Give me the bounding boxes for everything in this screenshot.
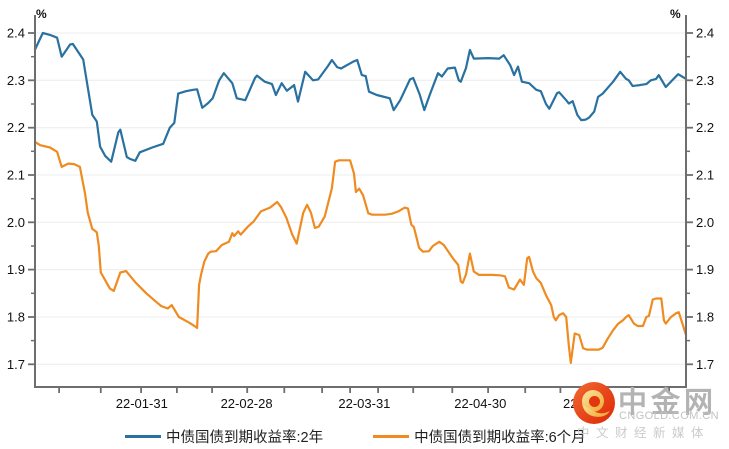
- y-axis-unit-left: %: [36, 7, 47, 21]
- y-tick-label-right: 1.9: [696, 262, 714, 277]
- y-tick-label-left: 2.3: [7, 73, 25, 88]
- y-tick-label-left: 1.8: [7, 309, 25, 324]
- x-tick-label: 22-01-31: [116, 396, 168, 411]
- y-axis-unit-right: %: [670, 7, 681, 21]
- y-tick-label-right: 2.2: [696, 120, 714, 135]
- watermark-tagline: 中文财经新媒体: [577, 426, 711, 440]
- cngold-watermark: 中金网 CNGOLD.COM.CN 中文财经新媒体: [570, 380, 729, 442]
- y-tick-label-left: 2.4: [7, 26, 25, 41]
- y-tick-label-left: 2.2: [7, 120, 25, 135]
- y-tick-label-left: 2.0: [7, 215, 25, 230]
- y-tick-label-right: 2.4: [696, 26, 714, 41]
- watermark-brand: 中金网: [618, 387, 718, 419]
- y-tick-label-left: 2.1: [7, 167, 25, 182]
- series-line-2y: [33, 31, 688, 163]
- x-tick-label: 22-04-30: [454, 396, 506, 411]
- legend-line-swatch-2y: [125, 435, 161, 438]
- y-tick-label-right: 1.7: [696, 357, 714, 372]
- legend-line-swatch-6m: [373, 435, 410, 438]
- y-tick-label-left: 1.9: [7, 262, 25, 277]
- y-tick-label-right: 2.0: [696, 215, 714, 230]
- x-tick-label: 22-03-31: [338, 396, 390, 411]
- legend-item-6m: 中债国债到期收益率:6个月: [373, 426, 586, 447]
- x-tick-label: 22-02-28: [221, 396, 273, 411]
- y-tick-label-right: 1.8: [696, 309, 714, 324]
- cngold-logo-icon: [573, 382, 615, 424]
- y-tick-label-left: 1.7: [7, 357, 25, 372]
- watermark-domain: CNGOLD.COM.CN: [619, 410, 719, 422]
- y-tick-label-right: 2.3: [696, 73, 714, 88]
- chart-legend: 中债国债到期收益率:2年 中债国债到期收益率:6个月: [125, 426, 586, 447]
- legend-label-2y: 中债国债到期收益率:2年: [166, 430, 324, 446]
- legend-label-6m: 中债国债到期收益率:6个月: [414, 430, 586, 446]
- y-tick-label-right: 2.1: [696, 167, 714, 182]
- series-line-6m: [33, 140, 688, 364]
- legend-item-2y: 中债国债到期收益率:2年: [125, 426, 323, 447]
